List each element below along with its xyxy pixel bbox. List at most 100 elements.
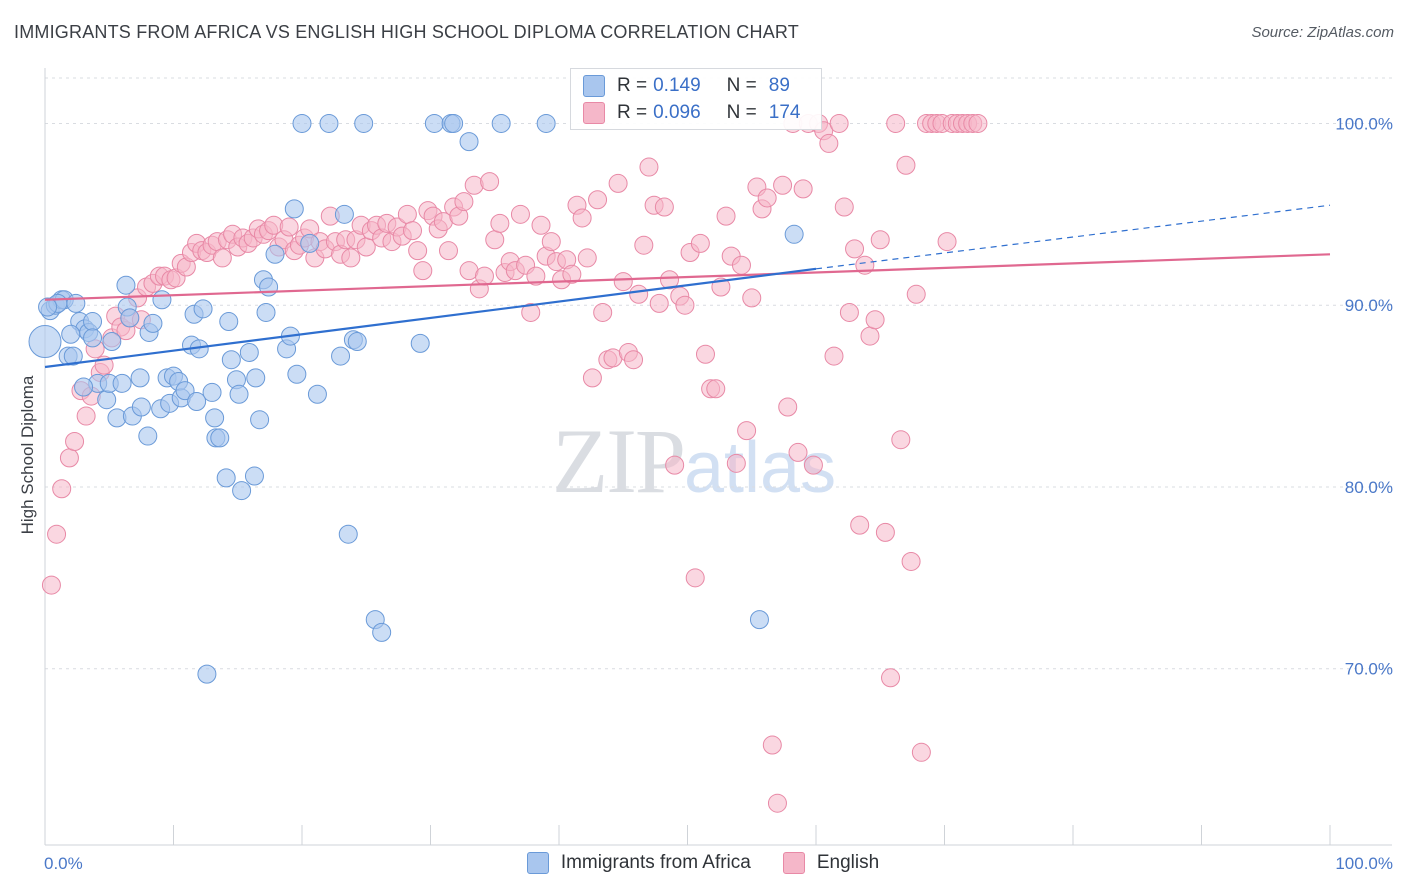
africa-point bbox=[232, 481, 252, 501]
english-point bbox=[464, 175, 484, 195]
africa-point bbox=[300, 233, 320, 253]
africa-point bbox=[219, 312, 239, 332]
africa-point bbox=[410, 333, 430, 353]
legend-n-label: N = bbox=[726, 102, 757, 123]
english-point bbox=[76, 406, 96, 426]
english-point bbox=[819, 133, 839, 153]
english-point bbox=[403, 221, 423, 241]
legend-n-value: 174 bbox=[768, 102, 801, 123]
english-point bbox=[911, 742, 931, 762]
legend-swatch-english bbox=[782, 852, 805, 874]
english-point bbox=[41, 575, 61, 595]
africa-point bbox=[259, 277, 279, 297]
english-point bbox=[212, 248, 232, 268]
english-point bbox=[788, 442, 808, 462]
legend-item-africa: Immigrants from Africa bbox=[526, 852, 751, 874]
africa-point bbox=[152, 290, 172, 310]
english-point bbox=[726, 453, 746, 473]
legend-r-label: R = bbox=[617, 102, 648, 123]
africa-point bbox=[244, 466, 264, 486]
gridlines bbox=[45, 77, 1392, 670]
english-point bbox=[397, 204, 417, 224]
africa-point bbox=[334, 204, 354, 224]
africa-point bbox=[210, 428, 230, 448]
english-point bbox=[341, 248, 361, 268]
english-point bbox=[968, 113, 988, 133]
english-point bbox=[485, 230, 505, 250]
legend-row-english: R = 0.096 N = 174 bbox=[583, 101, 800, 125]
english-point bbox=[675, 295, 695, 315]
english-point bbox=[526, 266, 546, 286]
legend-r-label: R = bbox=[617, 75, 648, 96]
english-point bbox=[279, 217, 299, 237]
english-point bbox=[834, 197, 854, 217]
africa-point bbox=[83, 328, 103, 348]
legend-label-africa: Immigrants from Africa bbox=[560, 852, 751, 873]
english-point bbox=[47, 524, 67, 544]
english-point bbox=[593, 302, 613, 322]
africa-point bbox=[784, 224, 804, 244]
africa-point bbox=[372, 622, 392, 642]
africa-point bbox=[116, 275, 136, 295]
english-point bbox=[59, 448, 79, 468]
english-point bbox=[438, 241, 458, 261]
english-point bbox=[850, 515, 870, 535]
trend-lines bbox=[44, 204, 1331, 369]
english-point bbox=[65, 432, 85, 452]
africa-point bbox=[354, 113, 374, 133]
english-point bbox=[654, 197, 674, 217]
english-point bbox=[767, 793, 787, 813]
english-point bbox=[608, 173, 628, 193]
africa-point bbox=[28, 325, 62, 359]
english-point bbox=[906, 284, 926, 304]
africa-point bbox=[74, 377, 94, 397]
english-point bbox=[690, 233, 710, 253]
africa-point bbox=[63, 346, 83, 366]
africa-point bbox=[491, 113, 511, 133]
africa-point bbox=[265, 244, 285, 264]
english-point bbox=[773, 175, 793, 195]
legend-row-africa: R = 0.149 N = 89 bbox=[583, 74, 790, 98]
africa-point bbox=[229, 384, 249, 404]
x-tick-label: 0.0% bbox=[44, 854, 83, 873]
english-point bbox=[891, 430, 911, 450]
africa-point bbox=[444, 113, 464, 133]
africa-point bbox=[246, 368, 266, 388]
africa-point bbox=[61, 324, 81, 344]
africa-point bbox=[193, 299, 213, 319]
africa-point bbox=[536, 113, 556, 133]
africa-point bbox=[338, 524, 358, 544]
english-point bbox=[572, 208, 592, 228]
legend-n-value: 89 bbox=[768, 75, 790, 96]
english-point bbox=[562, 264, 582, 284]
legend-swatch-africa bbox=[526, 852, 549, 874]
africa-point bbox=[131, 397, 151, 417]
legend-swatch-english bbox=[583, 102, 605, 124]
english-point bbox=[639, 157, 659, 177]
legend-r-value: 0.096 bbox=[653, 102, 701, 123]
africa-point bbox=[205, 408, 225, 428]
chart-title: IMMIGRANTS FROM AFRICA VS ENGLISH HIGH S… bbox=[14, 22, 799, 42]
africa-point bbox=[138, 426, 158, 446]
english-point bbox=[408, 241, 428, 261]
correlation-legend: R = 0.149 N = 89 R = 0.096 N = 174 bbox=[570, 68, 822, 130]
africa-point bbox=[216, 468, 236, 488]
africa-point bbox=[347, 332, 367, 352]
english-trend-line bbox=[44, 253, 1331, 301]
english-point bbox=[845, 239, 865, 259]
english-point bbox=[629, 284, 649, 304]
africa-point bbox=[284, 199, 304, 219]
africa-point bbox=[292, 113, 312, 133]
english-point bbox=[356, 237, 376, 257]
english-point bbox=[613, 272, 633, 292]
legend-swatch-africa bbox=[583, 75, 605, 97]
africa-point bbox=[239, 342, 259, 362]
english-points bbox=[41, 113, 988, 813]
africa-points bbox=[28, 113, 804, 684]
english-point bbox=[742, 288, 762, 308]
english-point bbox=[865, 310, 885, 330]
y-tick-label: 90.0% bbox=[1345, 296, 1393, 315]
source-label: Source: ZipAtlas.com bbox=[1251, 24, 1394, 41]
tick-labels: 70.0% 80.0% 90.0% 100.0% 0.0% 100.0% bbox=[44, 114, 1393, 873]
